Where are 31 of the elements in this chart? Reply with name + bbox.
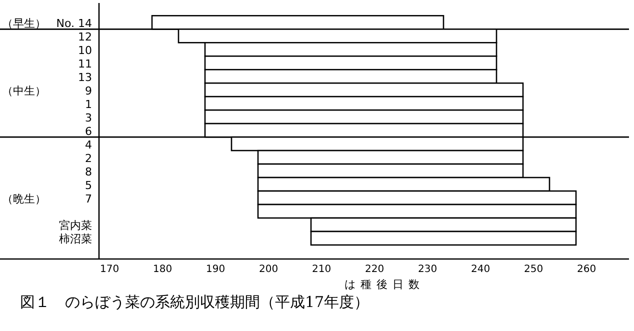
y-tick-label: 3 [85,111,92,124]
y-tick-label: 13 [78,70,92,84]
text: （早生） [2,16,46,30]
y-tick-label: 8 [85,165,92,178]
y-tick-label: 5 [85,178,92,192]
x-tick-label: 210 [312,264,332,275]
x-tick-label: 190 [206,264,226,275]
x-tick-label: 180 [153,264,172,275]
x-tick-label: 170 [100,264,120,275]
x-axis-title: は種後日数 [344,278,425,291]
x-tick-label: 260 [577,264,596,275]
y-tick-label: 4 [85,138,92,152]
y-tick-label: 柿沼菜 [59,232,92,246]
y-tick-label: 宮内菜 [59,219,92,232]
text: （晩生） [2,192,46,206]
y-tick-label: 2 [85,152,92,165]
y-tick-label: 1 [85,98,92,111]
x-tick-label: 230 [418,264,438,275]
x-tick-label: 200 [259,264,278,275]
y-tick-label: 10 [78,44,92,57]
y-tick-label: 7 [85,192,92,206]
y-tick-label: 9 [85,84,92,98]
y-tick-label: 6 [85,124,92,138]
x-tick-label: 250 [524,264,544,275]
y-tick-label: 11 [78,57,92,70]
y-tick-label: No. 14 [56,16,92,30]
x-tick-label: 240 [471,264,490,275]
text: （中生） [2,84,46,98]
text: 図１ のらぼう菜の系統別収穫期間（平成17年度） [20,293,370,311]
x-tick-label: 220 [365,264,384,275]
y-tick-label: 12 [78,30,92,44]
